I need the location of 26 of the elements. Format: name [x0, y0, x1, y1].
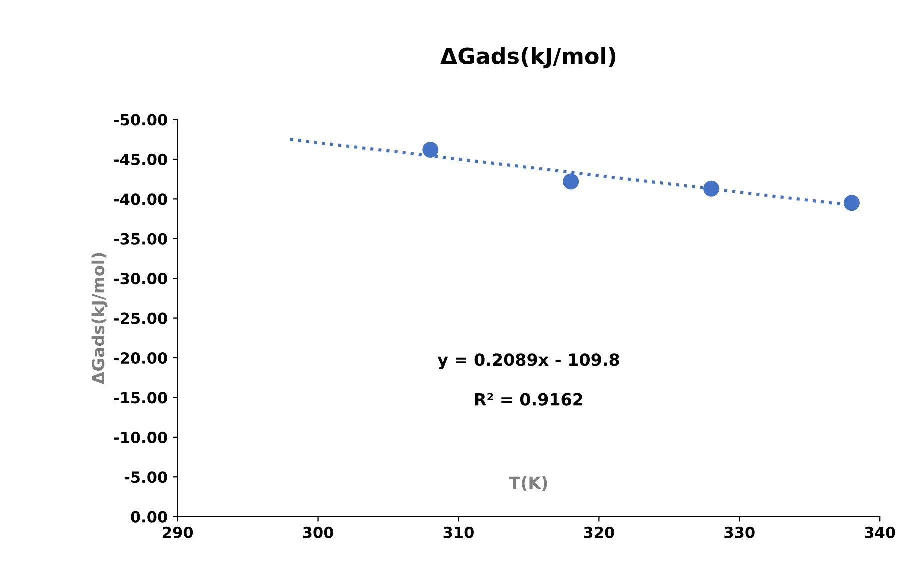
- x-tick-label: 330: [724, 526, 755, 538]
- y-tick-label: -40.00: [114, 194, 168, 206]
- x-tick-label: 320: [584, 526, 614, 538]
- y-tick-label: 0.00: [131, 511, 168, 523]
- point: [844, 195, 860, 212]
- y-tick-label: -10.00: [114, 432, 168, 444]
- x-tick-label: 340: [865, 526, 896, 538]
- y-tick-label: -15.00: [114, 392, 168, 404]
- point: [563, 174, 580, 190]
- chart-title: ΔGads(kJ/mol): [440, 47, 616, 69]
- y-axis-title: ΔGads(kJ/mol): [92, 253, 108, 385]
- point: [704, 180, 720, 197]
- x-tick-label: 310: [444, 526, 474, 538]
- y-tick-label: -45.00: [114, 154, 168, 166]
- x-axis-title: T(K): [509, 476, 548, 492]
- x-tick-label: 290: [163, 526, 194, 538]
- x-tick-label: 300: [303, 526, 334, 538]
- y-tick-label: -20.00: [114, 352, 168, 364]
- y-tick-label: -25.00: [114, 312, 168, 324]
- annotation: y = 0.2089x - 109.8: [438, 354, 620, 370]
- point: [422, 142, 439, 158]
- annotation: R² = 0.9162: [475, 393, 583, 406]
- y-tick-label: -35.00: [114, 233, 168, 245]
- y-tick-label: -30.00: [114, 273, 168, 285]
- y-tick-label: -50.00: [114, 114, 168, 126]
- y-tick-label: -5.00: [124, 472, 168, 484]
